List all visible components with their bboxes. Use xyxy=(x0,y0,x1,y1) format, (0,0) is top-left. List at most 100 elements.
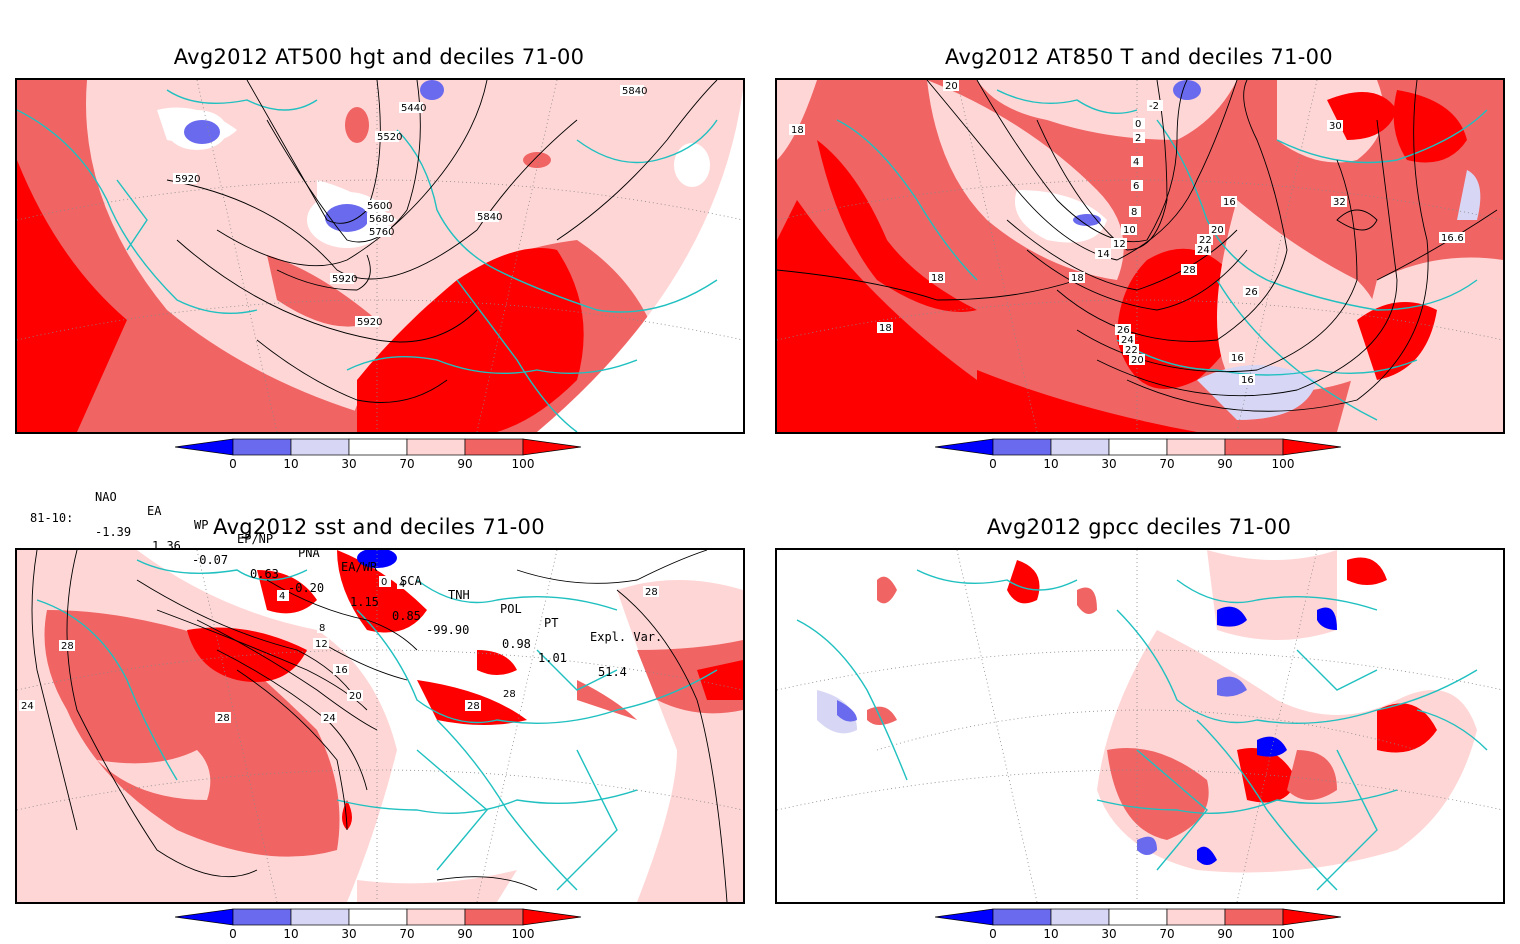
colorbar-segment xyxy=(992,438,1052,456)
map-sst: 4 8 12 16 20 24 28 28 28 28 24 28 0 4 xyxy=(15,548,745,904)
colorbar-tick: 0 xyxy=(229,927,237,941)
contour-label: 12 xyxy=(315,639,328,650)
colorbar-tick: 0 xyxy=(229,457,237,471)
colorbar-segment xyxy=(464,908,524,926)
colorbar-segment xyxy=(1108,438,1168,456)
contour-label: 4 xyxy=(1133,157,1139,168)
contour-label: 8 xyxy=(319,623,325,634)
index-header: EP/NP xyxy=(237,532,274,546)
colorbar-tick: 70 xyxy=(1159,927,1175,941)
contour-label: 30 xyxy=(1329,121,1342,132)
colorbar-tick: 90 xyxy=(457,457,473,471)
indices-header: NAO EA WP EP/NP PNA EA/WR SCA TNH POL PT… xyxy=(95,476,662,644)
contour-label: 5760 xyxy=(369,227,394,238)
contour-label: 24 xyxy=(1121,335,1134,346)
colorbar-segment xyxy=(406,908,466,926)
panel-title-hgt: Avg2012 AT500 hgt and deciles 71-00 xyxy=(173,45,585,69)
index-header: EA/WR xyxy=(341,560,378,574)
contour-label: 32 xyxy=(1333,197,1346,208)
colorbar-segment xyxy=(232,438,292,456)
colorbar-gpcc: 0 10 30 70 90 100 xyxy=(934,908,1355,944)
map-gpcc xyxy=(775,548,1505,904)
index-value: 1.15 xyxy=(350,595,379,609)
contour-label: 12 xyxy=(1113,239,1126,250)
index-value: 0.85 xyxy=(392,609,421,623)
contour-label: 5840 xyxy=(477,212,502,223)
index-value: -0.20 xyxy=(288,581,325,595)
contour-label: 5840 xyxy=(622,86,647,97)
colorbar-tick: 90 xyxy=(1217,457,1233,471)
colorbar-arrow-low xyxy=(934,908,994,926)
contour-label: 16 xyxy=(1441,233,1454,244)
colorbar-tick: 30 xyxy=(341,927,357,941)
colorbar-tick: 10 xyxy=(283,457,299,471)
index-header: NAO xyxy=(95,490,117,504)
contour-label: 4 xyxy=(399,579,405,590)
contour-label: 28 xyxy=(503,689,516,700)
contour-label: 18 xyxy=(1071,273,1084,284)
panel-title-sst: Avg2012 sst and deciles 71-00 xyxy=(213,515,545,539)
index-value: -99.90 xyxy=(426,623,470,637)
index-header: PNA xyxy=(298,546,320,560)
contour-label: 5920 xyxy=(357,317,382,328)
colorbar-segment xyxy=(1166,908,1226,926)
colorbar-tick: 100 xyxy=(511,457,535,471)
colorbar-tick: 90 xyxy=(1217,927,1233,941)
contour-label: 5440 xyxy=(401,103,426,114)
contour-label: 18 xyxy=(879,323,892,334)
contour-label: 5920 xyxy=(332,274,357,285)
contour-label: 16 xyxy=(1223,197,1236,208)
index-value: 0.63 xyxy=(250,567,279,581)
contour-label: 20 xyxy=(349,691,362,702)
contour-label: 22 xyxy=(1199,235,1212,246)
contour-label: 28 xyxy=(61,641,74,652)
contour-label: 18 xyxy=(931,273,944,284)
contour-label: 28 xyxy=(1183,265,1196,276)
index-header: Expl. Var. xyxy=(590,630,663,644)
contour-label: 26 xyxy=(1117,325,1130,336)
colorbar-tick: 0 xyxy=(989,457,997,471)
colorbar-tick: 30 xyxy=(1101,457,1117,471)
contour-label: 20 xyxy=(1211,225,1224,236)
contour-label: 14 xyxy=(1097,249,1110,260)
colorbar-segment xyxy=(1108,908,1168,926)
panel-title-t850: Avg2012 AT850 T and deciles 71-00 xyxy=(945,45,1333,69)
index-value: -1.39 xyxy=(95,525,132,539)
index-header: PT xyxy=(544,616,559,630)
colorbar-tick: 100 xyxy=(1271,927,1295,941)
colorbar-segment xyxy=(290,908,350,926)
contour-label: 24 xyxy=(1197,245,1210,256)
index-header: TNH xyxy=(448,588,470,602)
contour-label: 0 xyxy=(381,577,387,588)
colorbar-sst: 0 10 30 70 90 100 xyxy=(174,908,595,944)
colorbar-tick: 90 xyxy=(457,927,473,941)
contour-label: 28 xyxy=(217,713,230,724)
colorbar-segment xyxy=(348,908,408,926)
contour-label: 5600 xyxy=(367,201,392,212)
colorbar-arrow-high xyxy=(522,438,582,456)
colorbar-tick: 70 xyxy=(399,927,415,941)
contour-label: 5920 xyxy=(175,174,200,185)
contour-label: 16 xyxy=(335,665,348,676)
contour-label: 20 xyxy=(1131,355,1144,366)
colorbar-tick: 30 xyxy=(341,457,357,471)
colorbar-segment xyxy=(348,438,408,456)
colorbar-segment xyxy=(1224,438,1284,456)
contour-label: 24 xyxy=(21,701,34,712)
contour-label: 28 xyxy=(645,587,658,598)
contour-label: 0 xyxy=(1135,119,1141,130)
colorbar-arrow-high xyxy=(1282,438,1342,456)
colorbar-segment xyxy=(1050,908,1110,926)
contour-label: 18 xyxy=(791,125,804,136)
contour-label: 24 xyxy=(323,713,336,724)
contour-label: 10 xyxy=(1123,225,1136,236)
index-value: 1.01 xyxy=(538,651,567,665)
colorbar-segment xyxy=(1224,908,1284,926)
contour-label: 16 xyxy=(1241,375,1254,386)
colorbar-arrow-low xyxy=(174,438,234,456)
colorbar-tick: 0 xyxy=(989,927,997,941)
contour-label: 16 xyxy=(1231,353,1244,364)
colorbar-tick: 10 xyxy=(1043,927,1059,941)
contour-label: 8 xyxy=(1131,207,1137,218)
panel-title-gpcc: Avg2012 gpcc deciles 71-00 xyxy=(986,515,1292,539)
